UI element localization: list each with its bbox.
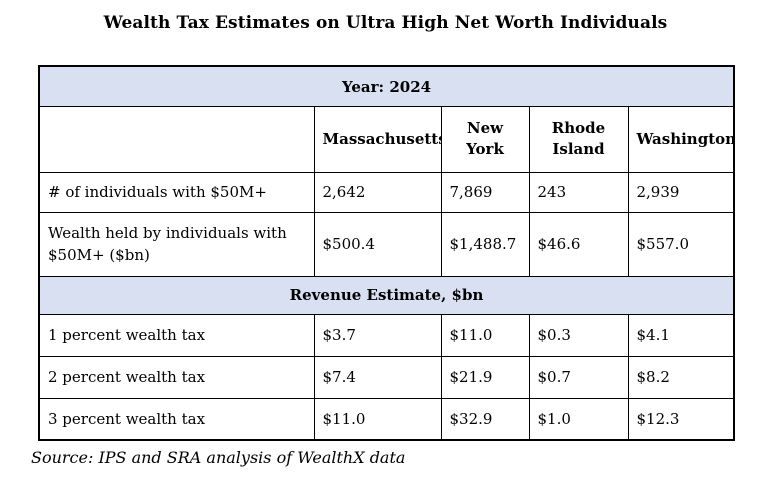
revenue-banner: Revenue Estimate, $bn (38, 275, 735, 315)
column-header-new-york: New York (440, 105, 530, 173)
column-header-rhode-island: Rhode Island (528, 105, 629, 173)
value-cell: $7.4 (313, 355, 442, 399)
value-cell: $11.0 (313, 397, 442, 441)
value-cell: $12.3 (627, 397, 735, 441)
row-individuals-count: # of individuals with $50M+ 2,642 7,869 … (38, 171, 735, 213)
value-cell: $1,488.7 (440, 211, 530, 277)
row-label: # of individuals with $50M+ (38, 171, 315, 213)
row-label: 1 percent wealth tax (38, 313, 315, 357)
row-label: Wealth held by individuals with $50M+ ($… (38, 211, 315, 277)
page-title: Wealth Tax Estimates on Ultra High Net W… (103, 13, 668, 33)
value-cell: $11.0 (440, 313, 530, 357)
row-wealth-held: Wealth held by individuals with $50M+ ($… (38, 211, 735, 277)
value-cell: 2,939 (627, 171, 735, 213)
row-3-percent-tax: 3 percent wealth tax $11.0 $32.9 $1.0 $1… (38, 397, 735, 441)
value-cell: $1.0 (528, 397, 629, 441)
year-banner-row: Year: 2024 (38, 65, 735, 107)
year-banner: Year: 2024 (38, 65, 735, 107)
value-cell: 7,869 (440, 171, 530, 213)
value-cell: $557.0 (627, 211, 735, 277)
row-label: 2 percent wealth tax (38, 355, 315, 399)
wealth-tax-table: Year: 2024 Massachusetts New York Rhode … (38, 65, 736, 442)
value-cell: $0.7 (528, 355, 629, 399)
column-header-massachusetts: Massachusetts (313, 105, 442, 173)
revenue-banner-row: Revenue Estimate, $bn (38, 275, 735, 315)
value-cell: 243 (528, 171, 629, 213)
state-header-row: Massachusetts New York Rhode Island Wash… (38, 105, 735, 173)
row-label: 3 percent wealth tax (38, 397, 315, 441)
value-cell: $4.1 (627, 313, 735, 357)
value-cell: 2,642 (313, 171, 442, 213)
column-header-washington: Washington (627, 105, 735, 173)
value-cell: $32.9 (440, 397, 530, 441)
value-cell: $500.4 (313, 211, 442, 277)
value-cell: $21.9 (440, 355, 530, 399)
value-cell: $46.6 (528, 211, 629, 277)
document-page: Wealth Tax Estimates on Ultra High Net W… (31, 13, 736, 468)
corner-empty-cell (38, 105, 315, 173)
row-1-percent-tax: 1 percent wealth tax $3.7 $11.0 $0.3 $4.… (38, 313, 735, 357)
value-cell: $8.2 (627, 355, 735, 399)
source-note: Source: IPS and SRA analysis of WealthX … (31, 448, 406, 468)
value-cell: $3.7 (313, 313, 442, 357)
row-2-percent-tax: 2 percent wealth tax $7.4 $21.9 $0.7 $8.… (38, 355, 735, 399)
value-cell: $0.3 (528, 313, 629, 357)
